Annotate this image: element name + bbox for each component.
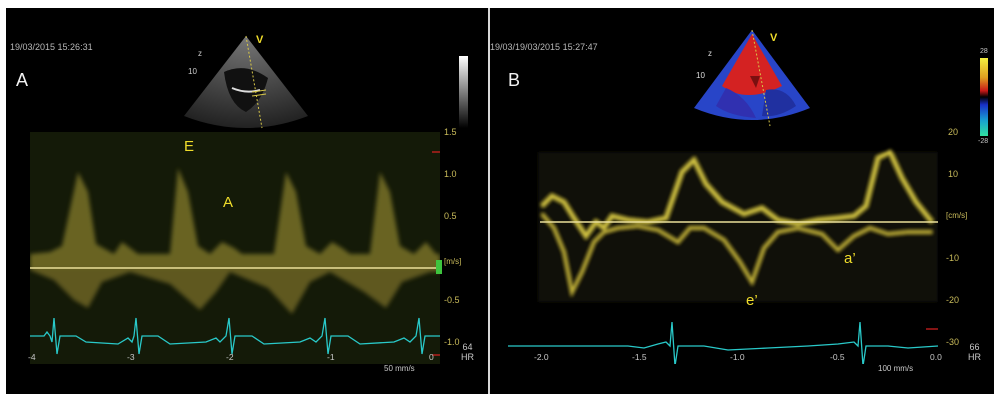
panel-b-color-bar-max: 28 bbox=[980, 48, 988, 55]
panel-b-label: B bbox=[508, 70, 521, 90]
panel-b-x-tick: 0.0 bbox=[930, 352, 942, 362]
panel-b-x-tick: -1.5 bbox=[632, 352, 647, 362]
panel-a-sweep-speed: 50 mm/s bbox=[384, 364, 415, 373]
panel-a-x-tick: -3 bbox=[127, 352, 135, 362]
panel-a-bmode-thumbnail: 10 z bbox=[184, 35, 308, 129]
panel-a-sector-letter: V bbox=[256, 34, 264, 46]
panel-a-pulsed-doppler: 19/03/2015 15:26:31 A 10 z V bbox=[6, 8, 490, 394]
panel-a-timestamp: 19/03/2015 15:26:31 bbox=[10, 42, 93, 52]
panel-b-heart-rate: 66 HR bbox=[968, 342, 981, 362]
panel-b-x-tick: -1.0 bbox=[730, 352, 745, 362]
panel-a-heart-rate-value: 64 bbox=[462, 342, 473, 352]
panel-b-y-tick: 10 bbox=[948, 169, 959, 179]
panel-b-tissue-doppler-spectrum bbox=[508, 132, 938, 364]
svg-text:z: z bbox=[198, 49, 202, 58]
panel-b-y-tick: -10 bbox=[946, 253, 960, 263]
panel-a-x-tick: 0 bbox=[429, 352, 434, 362]
panel-b-y-tick: -30 bbox=[946, 337, 960, 347]
panel-b-x-tick: -0.5 bbox=[830, 352, 845, 362]
panel-a-doppler-spectrum bbox=[30, 132, 440, 364]
panel-b-color-tdi-thumbnail: 10 z bbox=[694, 29, 810, 127]
panel-divider bbox=[488, 8, 490, 394]
panel-b-timestamp: 19/03/19/03/2015 15:27:47 bbox=[490, 42, 598, 52]
svg-text:z: z bbox=[708, 49, 712, 58]
svg-text:10: 10 bbox=[188, 67, 197, 76]
panel-b-heart-rate-value: 66 bbox=[969, 342, 980, 352]
panel-b-color-bar bbox=[980, 58, 988, 136]
panel-b-a-prime-label: a’ bbox=[844, 250, 856, 267]
panel-a-label: A bbox=[16, 70, 29, 90]
panel-b-sweep-speed: 100 mm/s bbox=[878, 364, 914, 373]
panel-b-y-unit: [cm/s] bbox=[946, 211, 968, 220]
panel-a-y-tick: 1.5 bbox=[444, 127, 457, 137]
panel-a-grayscale-bar bbox=[459, 56, 468, 128]
panel-b-tissue-doppler: 19/03/19/03/2015 15:27:47 B 10 z V 28 -2… bbox=[490, 8, 994, 394]
panel-b-sector-letter: V bbox=[770, 32, 778, 44]
panel-a-a-wave-label: A bbox=[223, 194, 234, 211]
panel-a-y-tick: -1.0 bbox=[444, 337, 460, 347]
panel-a-heart-rate: 64 HR bbox=[461, 342, 474, 362]
panel-a-x-tick: -1 bbox=[327, 352, 335, 362]
panel-a-baseline-marker bbox=[436, 260, 442, 274]
panel-b-x-tick: -2.0 bbox=[534, 352, 549, 362]
panel-a-x-tick: -2 bbox=[226, 352, 234, 362]
panel-a-x-tick: -4 bbox=[28, 352, 36, 362]
panel-a-e-wave-label: E bbox=[184, 138, 195, 155]
panel-a-y-tick: 1.0 bbox=[444, 169, 457, 179]
panel-b-y-tick: -20 bbox=[946, 295, 960, 305]
panel-b-y-tick: 20 bbox=[948, 127, 959, 137]
panel-a-y-unit: [m/s] bbox=[444, 257, 462, 266]
panel-a-y-tick: 0.5 bbox=[444, 211, 457, 221]
panel-b-heart-rate-label: HR bbox=[968, 352, 981, 362]
panel-b-e-prime-label: e’ bbox=[746, 292, 758, 309]
panel-a-y-tick: -0.5 bbox=[444, 295, 460, 305]
panel-b-color-bar-min: -28 bbox=[978, 138, 989, 145]
svg-text:10: 10 bbox=[696, 71, 705, 80]
echo-figure: 19/03/2015 15:26:31 A 10 z V bbox=[6, 8, 994, 394]
panel-a-heart-rate-label: HR bbox=[461, 352, 474, 362]
